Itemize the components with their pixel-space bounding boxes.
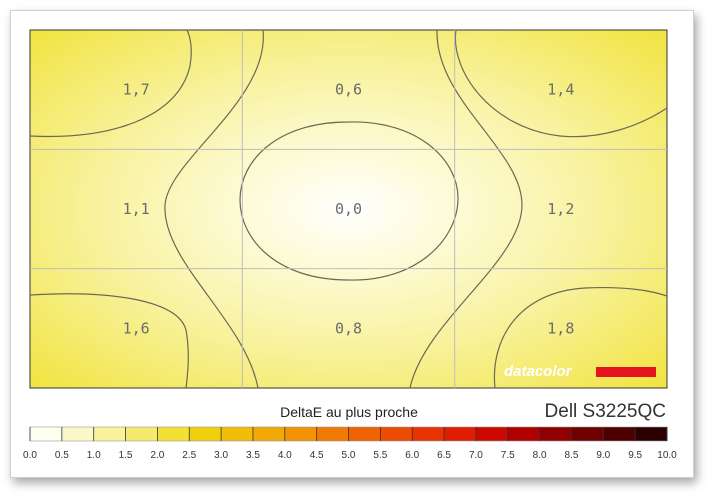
scale-tick-label: 8.0 (533, 450, 547, 461)
scale-swatch (316, 427, 349, 441)
scale-swatch (61, 427, 95, 441)
contour-bottom-right (493, 287, 668, 389)
cell-labels: 1,7 0,6 1,4 1,1 0,0 1,2 1,6 0,8 1,8 (123, 81, 575, 338)
heatmap-area (29, 29, 668, 389)
scale-tick-label: 0.0 (23, 450, 37, 461)
cell-label-r0-c0: 1,7 (123, 81, 150, 99)
color-scale-labels: 0.0 0.5 1.0 1.5 2.0 2.5 3.0 3.5 4.0 4.5 5.0 5.5 6.0 6… (23, 450, 677, 461)
cell-label-r1-c0: 1,1 (123, 200, 150, 218)
scale-tick-label: 6.0 (405, 450, 419, 461)
scale-tick-label: 3.5 (246, 450, 260, 461)
scale-title: DeltaE au plus proche (280, 404, 418, 420)
contour-lines (29, 29, 668, 389)
cell-label-r2-c2: 1,8 (547, 319, 574, 337)
scale-tick-label: 5.5 (373, 450, 387, 461)
color-scale (29, 426, 668, 442)
scale-swatch (444, 427, 477, 441)
cell-label-r2-c0: 1,6 (123, 319, 150, 337)
datacolor-logo: datacolor (504, 363, 656, 380)
scale-swatch (635, 427, 668, 441)
scale-swatch (189, 427, 222, 441)
device-name: Dell S3225QC (545, 401, 666, 422)
cell-label-r1-c1: 0,0 (335, 200, 362, 218)
scale-tick-label: 3.0 (214, 450, 228, 461)
scale-tick-label: 0.5 (55, 450, 69, 461)
grid-lines (30, 30, 667, 388)
scale-tick-label: 4.5 (310, 450, 324, 461)
contour-center (239, 121, 459, 281)
contour-middle-band (164, 29, 523, 389)
scale-tick-label: 8.5 (564, 450, 578, 461)
cell-label-r2-c1: 0,8 (335, 319, 362, 337)
scale-swatch (412, 427, 445, 441)
contour-bottom-left (29, 293, 189, 389)
scale-tick-label: 10.0 (657, 450, 677, 461)
scale-swatch (252, 427, 286, 441)
scale-tick-label: 9.5 (628, 450, 642, 461)
cell-label-r0-c1: 0,6 (335, 81, 362, 99)
scale-tick-label: 1.5 (119, 450, 133, 461)
scale-tick-label: 6.5 (437, 450, 451, 461)
scale-tick-label: 5.0 (342, 450, 356, 461)
cell-label-r1-c2: 1,2 (547, 200, 574, 218)
scale-swatch (125, 427, 158, 441)
scale-tick-label: 9.0 (596, 450, 610, 461)
scale-swatch (380, 427, 413, 441)
scale-swatch (221, 427, 254, 441)
scale-tick-label: 7.5 (501, 450, 515, 461)
scale-swatch (539, 427, 572, 441)
scale-swatch (603, 427, 636, 441)
scale-tick-label: 1.0 (87, 450, 101, 461)
cell-label-r0-c2: 1,4 (547, 81, 574, 99)
scale-tick-label: 2.5 (182, 450, 196, 461)
scale-swatch (30, 427, 63, 441)
scale-swatch (475, 427, 509, 441)
scale-tick-label: 4.0 (278, 450, 292, 461)
scale-swatch (157, 427, 190, 441)
contour-top-right (454, 29, 668, 138)
scale-swatch (284, 427, 318, 441)
scale-swatch (93, 427, 127, 441)
scale-swatch (571, 427, 604, 441)
scale-tick-label: 7.0 (469, 450, 483, 461)
scale-swatch (507, 427, 541, 441)
scale-tick-label: 2.0 (150, 450, 164, 461)
brand-bar (596, 367, 656, 377)
brand-text: datacolor (504, 363, 573, 380)
contour-top-left (29, 29, 192, 138)
scale-swatch (348, 427, 381, 441)
